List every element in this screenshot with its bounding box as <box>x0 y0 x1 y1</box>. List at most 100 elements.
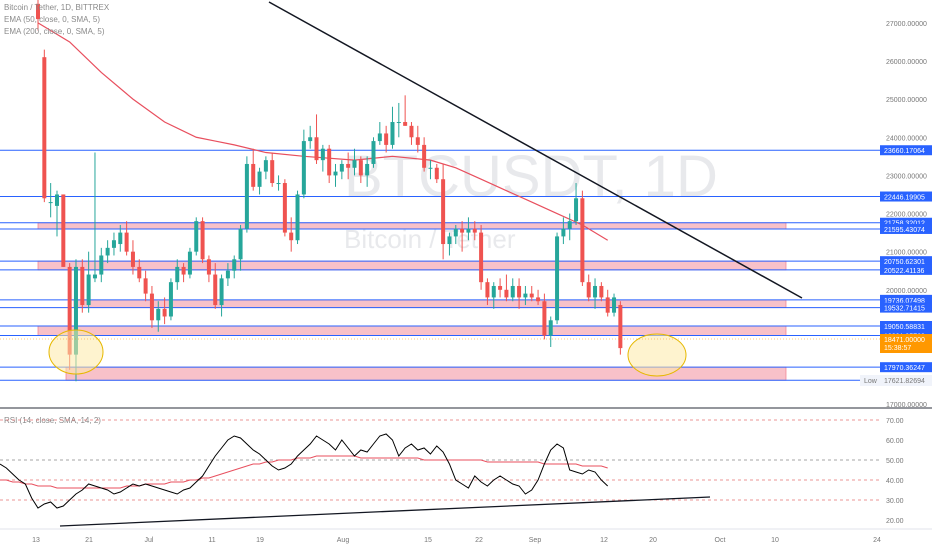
candle <box>295 190 300 245</box>
candle <box>510 278 515 302</box>
level-price-tag: 19050.58831 <box>880 320 932 331</box>
descending-trendline[interactable] <box>268 1 803 299</box>
symbol-watermark: BTCUSDT, 1D <box>344 144 718 209</box>
candle <box>384 125 389 153</box>
time-tick-label: Jul <box>145 537 154 544</box>
candle <box>548 316 553 347</box>
candle <box>320 144 325 172</box>
candle <box>422 137 427 172</box>
candle <box>48 183 53 218</box>
candle <box>213 263 218 309</box>
time-tick-label: 24 <box>873 537 881 544</box>
candle <box>282 179 287 237</box>
rsi-tick-label: 50.00 <box>886 458 904 465</box>
candle <box>301 129 306 199</box>
countdown-label: 15:38:57 <box>884 345 911 352</box>
symbol-line: Bitcoin / Tether, 1D, BITTREX <box>4 3 110 12</box>
candle <box>409 122 414 145</box>
time-tick-label: 22 <box>475 537 483 544</box>
rsi-trendline[interactable] <box>59 496 711 527</box>
candle <box>390 106 395 149</box>
svg-text:17970.36247: 17970.36247 <box>884 365 925 372</box>
candle <box>466 217 471 241</box>
candle <box>219 274 224 317</box>
current-price-label: 18471.00000 <box>884 337 925 344</box>
rsi-layer <box>0 419 880 527</box>
time-tick-label: 19 <box>256 537 264 544</box>
price-tick-label: 21000.00000 <box>886 250 927 257</box>
candle <box>574 183 579 225</box>
time-tick-label: 15 <box>424 537 432 544</box>
candle <box>586 274 591 302</box>
rsi-tick-label: 60.00 <box>886 438 904 445</box>
candle <box>143 270 148 302</box>
candle <box>86 251 91 313</box>
candle <box>333 163 338 187</box>
candle <box>460 221 465 252</box>
svg-text:19050.58831: 19050.58831 <box>884 324 925 331</box>
rsi-tick-label: 40.00 <box>886 478 904 485</box>
candle <box>447 232 452 256</box>
level-price-tag: 23660.17064 <box>880 145 932 156</box>
candle <box>529 285 534 302</box>
level-price-tag: 19532.71415 <box>880 302 932 313</box>
candle <box>251 148 256 191</box>
candle <box>130 240 135 275</box>
low-tag: Low 17621.82694 <box>860 375 932 386</box>
candle <box>289 217 294 252</box>
candle <box>61 194 66 267</box>
candle <box>80 259 85 313</box>
candle <box>314 114 319 164</box>
candle <box>105 240 110 264</box>
candle <box>453 224 458 245</box>
ema2-line: EMA (200, close, 0, SMA, 5) <box>4 27 105 36</box>
candle <box>358 156 363 184</box>
svg-text:20522.41136: 20522.41136 <box>884 268 924 275</box>
level-price-tag: 21595.43074 <box>880 223 932 234</box>
candle <box>605 289 610 317</box>
price-tick-label: 17000.00000 <box>886 402 927 409</box>
candle <box>257 167 262 195</box>
level-price-tag: 19736.07498 <box>880 294 932 305</box>
rsi-axis[interactable]: 20.00 30.00 40.00 50.00 60.00 70.00 <box>886 418 904 525</box>
candle <box>149 285 154 328</box>
candle <box>187 247 192 279</box>
time-tick-label: Oct <box>715 537 726 544</box>
candle <box>555 232 560 325</box>
candle <box>441 163 446 260</box>
candle <box>124 221 129 256</box>
highlight-circle-right <box>627 333 687 377</box>
rsi-tick-label: 70.00 <box>886 418 904 425</box>
candle <box>485 278 490 306</box>
candle <box>504 274 509 302</box>
time-axis[interactable]: 13 21 Jul 11 19 Aug 15 22 Sep 12 20 Oct 10 24 <box>32 537 881 544</box>
zone-band <box>37 260 787 271</box>
candle <box>352 148 357 176</box>
candle <box>580 190 585 286</box>
candle <box>194 217 199 256</box>
candle <box>327 144 332 184</box>
candle <box>339 160 344 180</box>
candle <box>238 224 243 271</box>
candle <box>99 247 104 283</box>
candle <box>472 221 477 241</box>
candle <box>542 293 547 340</box>
candle <box>346 152 351 180</box>
svg-text:19532.71415: 19532.71415 <box>884 306 925 313</box>
rsi-tick-label: 20.00 <box>886 518 904 525</box>
candles-layer <box>36 0 623 382</box>
candle <box>377 122 382 145</box>
level-price-tag: 22446.19905 <box>880 191 932 202</box>
candle <box>42 49 47 203</box>
candle <box>308 125 313 149</box>
time-tick-label: Sep <box>529 537 542 544</box>
svg-text:21595.43074: 21595.43074 <box>884 227 925 234</box>
price-tick-label: 24000.00000 <box>886 135 927 142</box>
level-price-tag: 20750.62301 <box>880 256 932 267</box>
level-price-tag: 17970.36247 <box>880 362 932 373</box>
candle <box>479 224 484 290</box>
candle <box>498 278 503 298</box>
